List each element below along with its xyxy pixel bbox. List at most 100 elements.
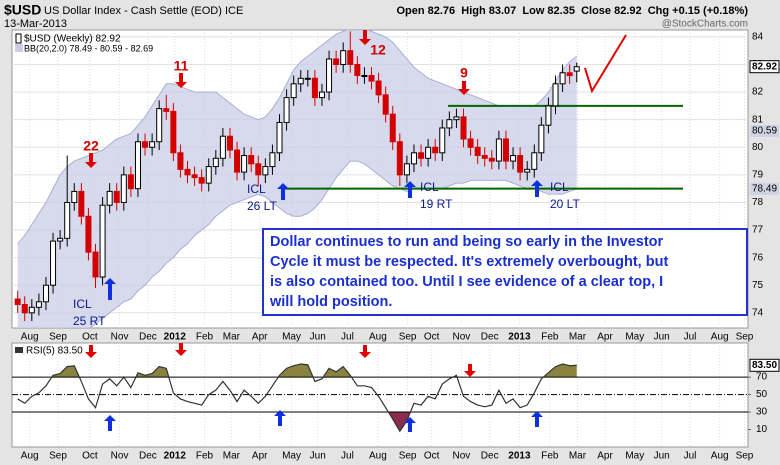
x-tick-label: Nov: [111, 332, 129, 343]
x-tick-label: Aug: [711, 451, 729, 462]
candle-body: [318, 91, 325, 99]
x-tick-label: Mar: [223, 332, 241, 343]
candle-body: [488, 157, 495, 162]
candle-body: [474, 146, 481, 157]
candle-body: [219, 135, 226, 159]
cycle-low-label: 25 RT: [73, 314, 106, 328]
x-tick-label: May: [282, 451, 301, 462]
candle-body: [382, 94, 389, 115]
candle-body: [42, 284, 49, 303]
candle-body: [333, 58, 340, 65]
candle-body: [510, 155, 517, 162]
x-tick-label: May: [625, 451, 644, 462]
candle-body: [71, 190, 78, 203]
candle-body: [106, 190, 113, 206]
price-tag-box: [750, 182, 779, 195]
price-tag: 82.92: [752, 61, 777, 72]
x-tick-label: Jul: [341, 332, 354, 343]
cycle-low-arrow: [531, 411, 543, 427]
quote: Open 82.76 High 83.07 Low 82.35 Close 82…: [396, 5, 748, 17]
cycle-low-arrow: [404, 181, 416, 198]
cycle-top-label: 12: [370, 42, 386, 58]
candle-body: [85, 215, 92, 253]
candle-body: [163, 108, 170, 112]
y-tick-label: 75: [752, 280, 764, 291]
candle-body: [439, 127, 446, 154]
legend-swatch: [15, 44, 23, 52]
x-tick-label: 2012: [164, 451, 187, 462]
candle-body: [191, 174, 198, 179]
x-tick-label: Dec: [481, 332, 499, 343]
candle-body: [481, 155, 488, 159]
x-tick-label: Feb: [541, 332, 559, 343]
rsi-top-arrow: [464, 364, 476, 377]
candle-body: [361, 75, 368, 78]
candle-body: [198, 177, 205, 184]
x-tick-label: Apr: [597, 451, 613, 462]
x-tick-label: Feb: [196, 451, 214, 462]
comment-line: Cycle it must be respected. It's extreme…: [270, 254, 669, 270]
candle-body: [156, 108, 163, 143]
candle-body: [297, 77, 304, 85]
candle-body: [35, 301, 42, 308]
candle-body: [573, 66, 580, 72]
candle-body: [559, 72, 566, 85]
candle-body: [28, 306, 35, 314]
candle-body: [50, 240, 57, 286]
candle-body: [538, 124, 545, 154]
legend-label: $USD (Weekly) 82.92: [24, 34, 121, 45]
candle-body: [389, 113, 396, 143]
x-tick-label: Sep: [399, 332, 417, 343]
candle-body: [134, 141, 141, 190]
comment-line: is also contained too. Until I see evide…: [270, 274, 664, 290]
cycle-low-label: ICL: [420, 180, 439, 194]
x-tick-label: Oct: [82, 451, 98, 462]
candle-body: [425, 146, 432, 159]
candle-body: [446, 119, 453, 129]
cycle-low-label: 19 RT: [420, 197, 453, 211]
y-tick-label: 10: [756, 424, 768, 435]
x-tick-label: Aug: [369, 451, 387, 462]
cycle-low-arrow: [104, 415, 116, 431]
cycle-low-arrow: [404, 417, 416, 432]
candle-body: [524, 168, 531, 173]
cycle-top-arrow: [359, 30, 371, 45]
x-tick-label: Oct: [82, 332, 98, 343]
bollinger-band: [17, 30, 577, 328]
candle-body: [99, 204, 106, 278]
x-tick-label: 2013: [508, 332, 531, 343]
candle-body: [326, 58, 333, 93]
candle-body: [113, 190, 120, 203]
x-tick-label: Apr: [597, 332, 613, 343]
x-tick-label: May: [625, 332, 644, 343]
rsi-top-arrow: [85, 345, 97, 358]
candle-body: [262, 166, 269, 176]
y-tick-label: 82: [752, 87, 764, 98]
candle-body: [396, 141, 403, 176]
cycle-low-label: 26 LT: [247, 199, 277, 213]
symbol: $USD: [4, 2, 41, 18]
cycle-top-arrow: [175, 73, 187, 88]
y-tick-label: 77: [752, 225, 764, 236]
cycle-low-arrow: [274, 410, 286, 426]
candle-body: [283, 97, 290, 123]
overbought-area: [17, 363, 577, 378]
x-tick-label: Feb: [541, 451, 559, 462]
x-tick-label: Nov: [452, 332, 470, 343]
candle-body: [495, 138, 502, 162]
candle-body: [276, 121, 283, 154]
rsi-top-arrow: [359, 345, 371, 358]
x-tick-label: Oct: [424, 332, 440, 343]
candle-body: [170, 110, 177, 154]
y-tick-label: 80: [752, 142, 764, 153]
cycle-low-arrow: [277, 183, 289, 200]
comment-box: Dollar continues to run and being so ear…: [262, 228, 748, 316]
y-tick-label: 70: [756, 372, 768, 383]
x-tick-label: Mar: [569, 451, 587, 462]
candle-body: [340, 50, 347, 65]
x-tick-label: Aug: [21, 332, 39, 343]
candle-body: [177, 152, 184, 170]
oversold-area: [388, 412, 411, 432]
candle-body: [566, 72, 573, 77]
x-tick-label: Dec: [139, 451, 157, 462]
